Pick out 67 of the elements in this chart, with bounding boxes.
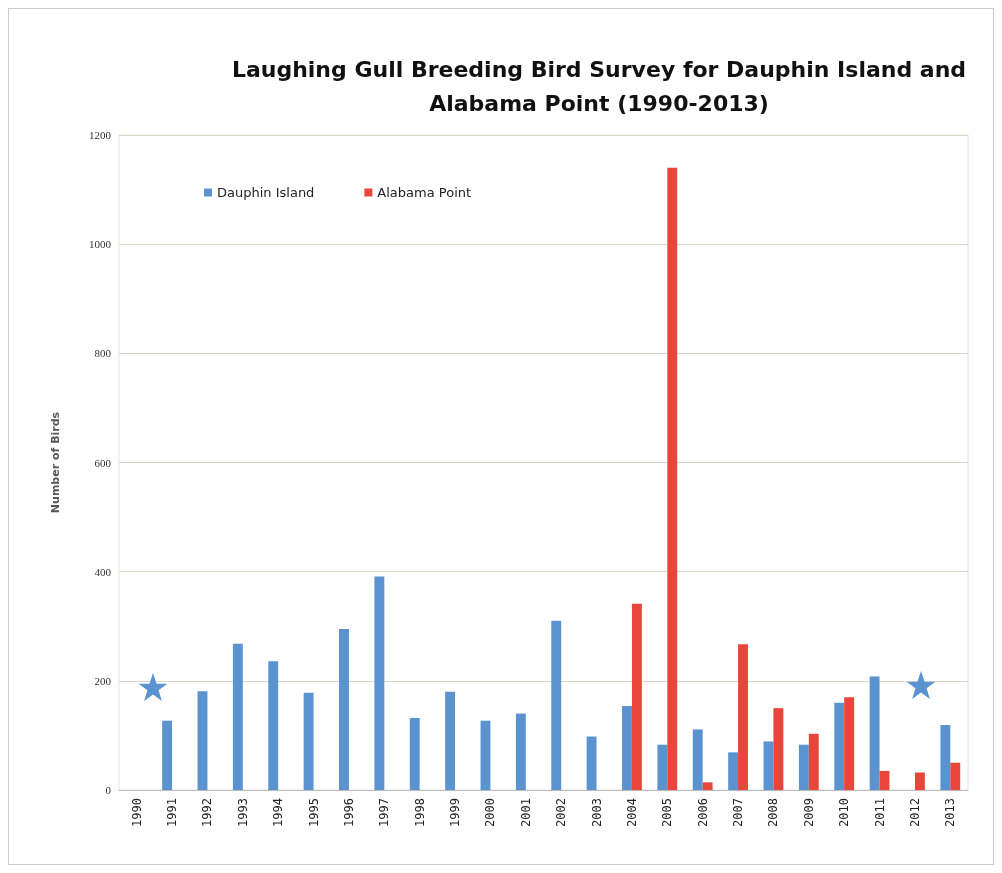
y-tick-label: 1000 bbox=[89, 238, 112, 251]
y-tick-label: 1200 bbox=[89, 129, 112, 141]
bar bbox=[162, 720, 173, 790]
x-tick-label: 2005 bbox=[660, 798, 675, 827]
x-tick-label: 2002 bbox=[554, 798, 569, 827]
bar bbox=[232, 643, 243, 790]
bar bbox=[763, 741, 774, 790]
x-tick-label: 1998 bbox=[412, 798, 427, 827]
x-tick-label: 2001 bbox=[518, 798, 533, 827]
bar bbox=[869, 676, 880, 790]
y-tick-label: 400 bbox=[94, 565, 112, 578]
x-tick-label: 2010 bbox=[837, 798, 852, 827]
bar bbox=[950, 762, 961, 790]
bar bbox=[303, 692, 314, 790]
x-tick-label: 1996 bbox=[341, 798, 356, 827]
bar bbox=[339, 628, 349, 790]
legend-label: Dauphin Island bbox=[217, 185, 315, 200]
x-tick-label: 1993 bbox=[235, 798, 250, 827]
bar bbox=[844, 697, 855, 790]
bar bbox=[692, 729, 703, 790]
bar bbox=[480, 720, 491, 790]
x-tick-label: 2007 bbox=[731, 798, 746, 827]
bar bbox=[728, 752, 739, 790]
bar bbox=[374, 576, 385, 790]
x-tick-label: 1991 bbox=[165, 798, 180, 827]
bar bbox=[657, 744, 668, 790]
bar bbox=[834, 702, 845, 790]
x-tick-label: 2000 bbox=[483, 798, 498, 827]
bar bbox=[631, 603, 642, 790]
x-tick-label: 1999 bbox=[448, 798, 463, 827]
y-tick-label: 200 bbox=[94, 674, 112, 687]
x-tick-label: 2006 bbox=[695, 798, 710, 827]
bar bbox=[798, 744, 809, 790]
bar bbox=[773, 708, 784, 790]
bar bbox=[586, 736, 597, 790]
x-tick-label: 2013 bbox=[943, 798, 958, 827]
bar bbox=[622, 705, 632, 790]
y-tick-label: 600 bbox=[94, 456, 112, 469]
bar bbox=[515, 713, 526, 790]
bar bbox=[879, 770, 890, 790]
y-tick-label: 800 bbox=[94, 347, 112, 360]
x-tick-label: 1990 bbox=[129, 798, 144, 827]
chart-title: Laughing Gull Breeding Bird Survey for Dauphin Island and Alabama Point (1990-2013) bbox=[231, 56, 967, 116]
x-tick-label: 2012 bbox=[907, 798, 922, 827]
bar bbox=[551, 620, 562, 790]
bar bbox=[197, 691, 208, 790]
x-tick-label: 2009 bbox=[801, 798, 816, 827]
y-axis-title: Number of Birds bbox=[49, 411, 62, 514]
bar bbox=[409, 717, 420, 790]
bar bbox=[940, 725, 951, 790]
x-tick-label: 1992 bbox=[200, 798, 215, 827]
x-tick-label: 1997 bbox=[377, 798, 392, 827]
x-tick-label: 2011 bbox=[872, 798, 887, 827]
x-tick-label: 1994 bbox=[271, 798, 286, 827]
x-tick-label: 2004 bbox=[624, 798, 639, 827]
bar bbox=[445, 691, 456, 790]
bar bbox=[808, 733, 819, 790]
bar bbox=[914, 772, 925, 790]
y-tick-label: 0 bbox=[105, 784, 112, 796]
bar bbox=[667, 167, 678, 790]
bar bbox=[702, 782, 713, 790]
legend-label: Alabama Point bbox=[377, 185, 472, 200]
x-tick-label: 1995 bbox=[306, 798, 321, 827]
x-tick-label: 2003 bbox=[589, 798, 604, 827]
x-tick-label: 2008 bbox=[766, 798, 781, 827]
bar bbox=[268, 661, 279, 790]
bar bbox=[738, 644, 748, 790]
